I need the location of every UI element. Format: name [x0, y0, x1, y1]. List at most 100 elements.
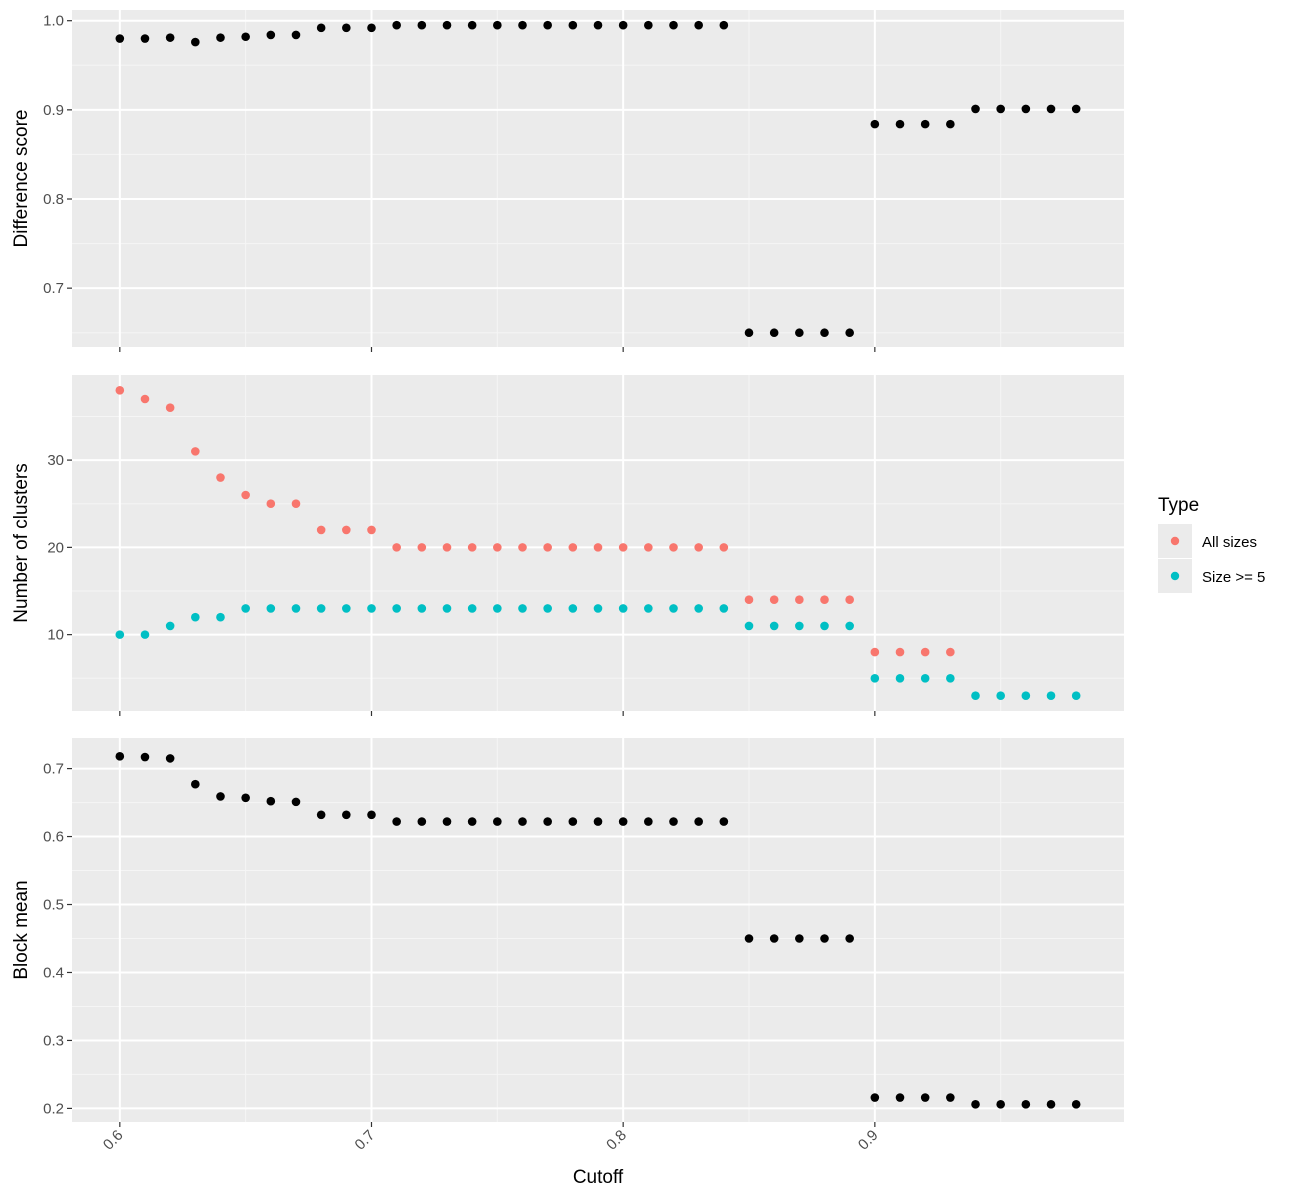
- series-all-sizes: [115, 385, 955, 657]
- data-point: [191, 612, 200, 622]
- data-point: [140, 34, 150, 43]
- x-tick-label: 0.6: [100, 1127, 127, 1154]
- legend-title: Type: [1158, 495, 1199, 516]
- data-point: [367, 525, 376, 535]
- data-point: [1021, 691, 1031, 701]
- y-tick-label: 0.6: [43, 829, 64, 846]
- y-tick-label: 0.8: [43, 191, 64, 208]
- y-tick-label: 30: [47, 452, 64, 469]
- data-point: [241, 604, 250, 613]
- data-point: [467, 817, 477, 826]
- x-tick-label: 0.9: [855, 1127, 882, 1154]
- data-point: [392, 604, 401, 613]
- y-axis-title-block-mean: Block mean: [11, 880, 32, 979]
- data-point: [694, 817, 703, 826]
- y-tick-label: 0.5: [43, 897, 64, 914]
- data-point: [493, 543, 502, 552]
- data-point: [870, 673, 880, 683]
- data-point: [895, 119, 905, 129]
- data-point: [895, 673, 905, 683]
- data-point: [920, 647, 930, 657]
- data-point: [996, 104, 1005, 114]
- data-point: [140, 394, 150, 404]
- data-point: [191, 37, 200, 47]
- data-point: [694, 543, 703, 552]
- data-point: [191, 447, 200, 456]
- data-point: [266, 604, 276, 613]
- data-point: [669, 817, 678, 826]
- data-point: [417, 543, 427, 552]
- legend: Type All sizes Size >= 5: [1158, 495, 1265, 593]
- series-size-5: [115, 604, 1081, 701]
- panels: 0.7 0.8 0.9 1.0 Difference score 10 20 30 Number…: [11, 10, 1124, 1154]
- y-tick-label: 0.2: [43, 1100, 64, 1117]
- data-point: [719, 20, 729, 30]
- data-point: [467, 543, 477, 552]
- data-point: [644, 543, 653, 552]
- data-point: [392, 817, 401, 826]
- data-point: [342, 810, 351, 820]
- data-point: [316, 810, 326, 820]
- data-point: [719, 817, 729, 826]
- data-point: [1071, 1100, 1081, 1109]
- data-point: [845, 595, 854, 605]
- data-point: [719, 543, 729, 552]
- x-tick-label: 0.7: [352, 1127, 379, 1154]
- data-point: [442, 543, 452, 552]
- data-point: [769, 595, 779, 605]
- data-point: [845, 328, 854, 338]
- x-axis-title: Cutoff: [573, 1167, 624, 1188]
- data-point: [518, 604, 527, 613]
- y-tick-label: 0.3: [43, 1032, 64, 1049]
- data-point: [820, 328, 829, 338]
- data-point: [518, 817, 527, 826]
- data-point: [1021, 1100, 1031, 1109]
- data-point: [367, 23, 376, 33]
- data-point: [518, 543, 527, 552]
- data-point: [694, 604, 703, 613]
- data-point: [367, 604, 376, 613]
- data-point: [316, 23, 326, 33]
- data-point: [618, 817, 628, 826]
- y-tick-label: 20: [47, 539, 64, 556]
- data-point: [744, 595, 754, 605]
- y-tick-label: 10: [47, 627, 64, 644]
- data-point: [845, 621, 854, 631]
- data-point: [870, 1093, 880, 1102]
- data-point: [593, 543, 603, 552]
- data-point: [442, 20, 452, 30]
- y-tick-label: 0.9: [43, 102, 64, 119]
- data-point: [669, 543, 678, 552]
- data-point: [367, 810, 376, 820]
- data-point: [216, 473, 225, 482]
- y-tick-label: 0.4: [43, 964, 64, 981]
- data-point: [820, 595, 829, 605]
- data-point: [971, 1100, 980, 1109]
- data-point: [870, 119, 880, 129]
- data-point: [769, 328, 779, 338]
- data-point: [266, 499, 276, 509]
- data-point: [870, 647, 880, 657]
- data-point: [467, 20, 477, 30]
- data-point: [946, 1093, 955, 1102]
- data-point: [342, 604, 351, 613]
- legend-label-size-5: Size >= 5: [1202, 569, 1265, 586]
- data-point: [291, 30, 301, 40]
- data-point: [165, 403, 175, 413]
- data-point: [946, 119, 955, 129]
- data-point: [920, 673, 930, 683]
- data-point: [895, 1093, 905, 1102]
- data-point: [543, 604, 552, 613]
- data-point: [543, 20, 552, 30]
- panel-background: [72, 375, 1124, 711]
- data-point: [115, 752, 125, 761]
- data-point: [996, 1100, 1005, 1109]
- data-point: [442, 817, 452, 826]
- data-point: [644, 817, 653, 826]
- data-point: [291, 797, 301, 807]
- data-point: [795, 934, 804, 943]
- data-point: [417, 604, 427, 613]
- data-point: [316, 604, 326, 613]
- legend-dot-size-5: [1170, 571, 1180, 581]
